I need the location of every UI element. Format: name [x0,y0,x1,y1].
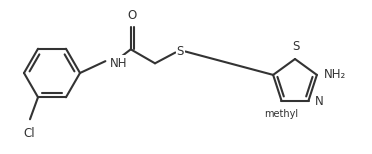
Text: methyl: methyl [264,109,299,119]
Text: O: O [128,9,137,22]
Text: N: N [314,95,323,108]
Text: S: S [177,45,184,58]
Text: S: S [292,40,300,53]
Text: NH₂: NH₂ [324,68,346,81]
Text: NH: NH [109,57,127,70]
Text: Cl: Cl [23,127,35,140]
